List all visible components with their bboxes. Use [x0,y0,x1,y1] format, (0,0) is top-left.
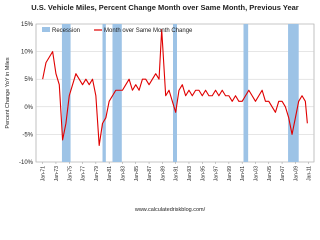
x-tick-label: Jan-05 [267,166,273,182]
legend-label: Recession [52,28,80,34]
x-tick-label: Jan-93 [187,166,193,182]
recession-band [243,24,249,162]
x-tick-label: Jan-97 [214,166,220,182]
recession-band [112,24,122,162]
legend-label: Month over Same Month Change [104,28,193,34]
y-tick-label: 5% [24,77,33,83]
recession-band [173,24,177,162]
chart-title: U.S. Vehicle Miles, Percent Change Month… [31,3,299,12]
x-tick-label: Jan-87 [147,166,153,182]
y-tick-label: -5% [22,132,33,138]
x-tick-label: Jan-83 [120,166,126,182]
chart: U.S. Vehicle Miles, Percent Change Month… [5,3,315,213]
x-tick-label: Jan-73 [54,166,60,182]
recession-band [102,24,106,162]
x-tick-label: Jan-03 [253,166,259,182]
x-tick-label: Jan-71 [41,166,47,182]
data-line [42,28,308,146]
x-tick-label: Jan-81 [107,166,113,182]
legend-swatch [42,27,50,32]
x-tick-label: Jan-99 [227,166,233,182]
x-tick-label: Jan-79 [94,166,100,182]
y-tick-label: -10% [19,160,34,166]
x-tick-label: Jan-75 [67,166,73,182]
recession-band [288,24,299,162]
x-tick-label: Jan-85 [134,166,140,182]
x-tick-label: Jan-01 [240,166,246,182]
y-tick-label: 0% [24,105,33,111]
x-tick-label: Jan-11 [307,166,313,181]
x-tick-label: Jan-07 [280,166,286,182]
x-tick-label: Jan-91 [174,166,180,182]
x-tick-label: Jan-09 [293,166,299,182]
x-tick-label: Jan-77 [81,166,87,182]
recession-band [61,24,71,162]
x-tick-label: Jan-89 [160,166,166,182]
y-axis-label: Percent Change YoY in Miles [5,57,11,128]
y-tick-label: 10% [21,50,34,56]
y-tick-label: 15% [21,22,34,28]
x-tick-label: Jan-95 [200,166,206,182]
source: www.calculatedriskblog.com/ [134,207,206,213]
